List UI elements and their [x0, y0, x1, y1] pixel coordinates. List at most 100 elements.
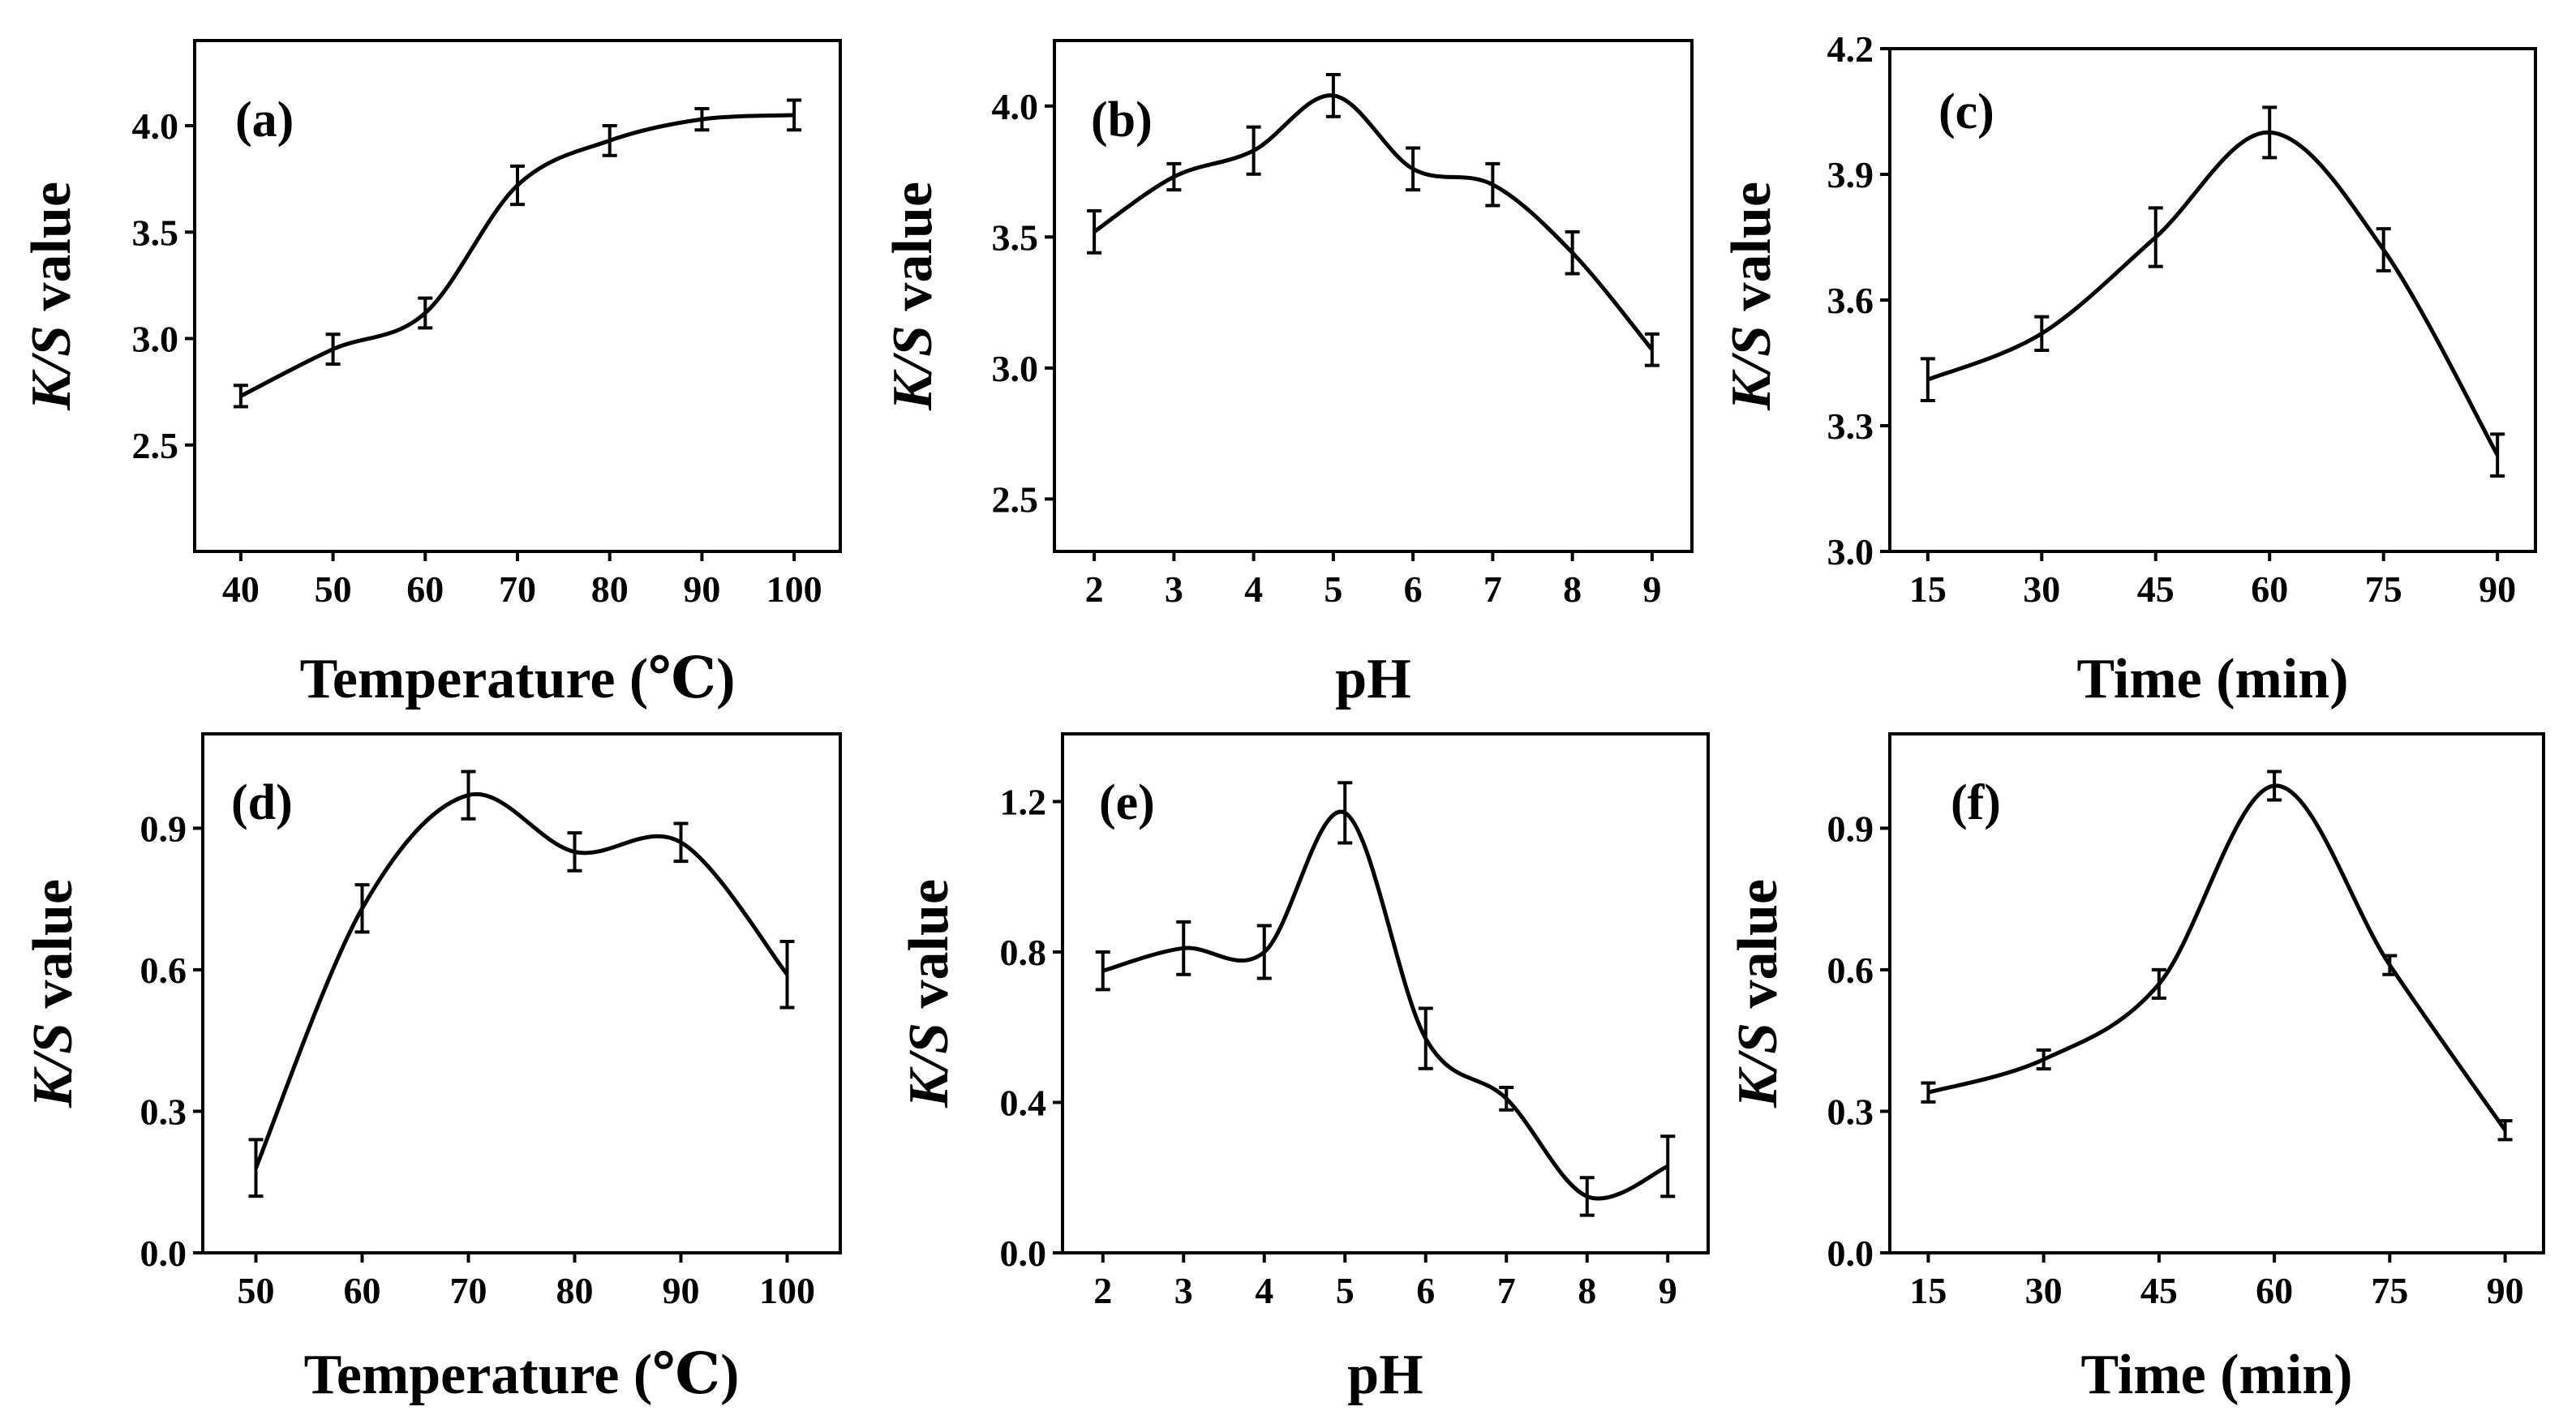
x-axis-label: Time (min) [2080, 1344, 2352, 1406]
y-axis-label: K/S value [1727, 879, 1789, 1109]
y-tick-label: 0.0 [1827, 1233, 1874, 1274]
x-tick-label: 100 [759, 1270, 815, 1311]
y-tick-label: 0.4 [1000, 1082, 1047, 1123]
plot-frame [1053, 39, 1694, 553]
x-tick-label: 45 [2140, 1270, 2178, 1311]
x-tick-label: 30 [2023, 568, 2060, 610]
y-tick-label: 0.0 [140, 1233, 187, 1274]
x-tick-label: 5 [1324, 568, 1342, 610]
x-tick-label: 70 [450, 1270, 487, 1311]
series-line [1093, 93, 1654, 351]
panel-e: 2 3 4 5 6 7 8 9 0.0 0.4 0.8 1.2 (e) pH K/S value [898, 732, 1710, 1406]
error-bar [2151, 967, 2166, 1000]
y-tick-label: 3.0 [1827, 531, 1874, 572]
x-tick-label: 90 [2487, 1270, 2524, 1311]
axis-ticks: 2 3 4 5 6 7 8 9 0.0 0.4 0.8 1.2 [1000, 781, 1677, 1311]
y-tick-label: 3.5 [132, 212, 179, 253]
y-axis-label-ks: K/S [20, 325, 83, 411]
panel-c: 15 30 45 60 75 90 3.0 3.3 3.6 3.9 4.2 (c) Time (mi… [1720, 28, 2537, 710]
error-bar [1565, 229, 1580, 276]
y-tick-label: 1.2 [1000, 781, 1047, 822]
x-tick-label: 2 [1085, 568, 1104, 610]
error-bar [1246, 125, 1261, 176]
error-bar [2490, 432, 2505, 478]
y-tick-label: 3.0 [132, 319, 179, 360]
panel-label: (e) [1099, 775, 1155, 830]
x-tick-label: 6 [1416, 1270, 1435, 1311]
x-tick-label: 100 [766, 568, 822, 610]
axis-ticks: 2 3 4 5 6 7 8 9 2.5 3.0 3.5 4.0 [992, 86, 1662, 610]
series-line [1927, 783, 2507, 1132]
x-tick-label: 4 [1244, 568, 1263, 610]
series-line [1926, 130, 2500, 457]
y-axis-label-value: value [22, 879, 84, 1023]
y-axis-label-ks: K/S [22, 1023, 84, 1109]
x-tick-label: 60 [2256, 1270, 2293, 1311]
y-axis-label: K/S value [1720, 182, 1783, 411]
y-tick-label: 0.3 [140, 1091, 187, 1132]
panel-d: 50 60 70 80 90 100 0.0 0.3 0.6 0.9 (d) Temperatur… [22, 732, 842, 1406]
data-marks [248, 770, 795, 1199]
panel-label: (c) [1938, 84, 1994, 139]
panel-f: 15 30 45 60 75 900.00.30.60.9 (f) Time (min) … [1727, 732, 2545, 1406]
data-marks [233, 98, 802, 409]
y-axis-label-value: value [898, 879, 960, 1023]
error-bar [1499, 1085, 1514, 1112]
plot-frame [1061, 732, 1710, 1254]
y-axis-label: K/S value [898, 879, 960, 1109]
series-line [254, 791, 789, 1169]
error-bar [1337, 781, 1353, 845]
error-bar [1406, 146, 1421, 192]
error-bar [1418, 1006, 1433, 1070]
error-bar [1325, 73, 1341, 118]
y-tick-label: 4.0 [132, 105, 179, 147]
error-bar [418, 296, 433, 330]
error-bar [694, 107, 710, 132]
error-bar [1644, 332, 1659, 367]
y-tick-label: 3.9 [1827, 154, 1874, 195]
x-tick-label: 60 [344, 1270, 381, 1311]
x-tick-label: 9 [1659, 1270, 1677, 1311]
data-marks [1920, 105, 2505, 478]
error-bar [1920, 357, 1935, 402]
axis-ticks: 15 30 45 60 75 90 3.0 3.3 3.6 3.9 4.2 [1827, 28, 2517, 610]
y-tick-label: 3.6 [1827, 280, 1874, 321]
error-bar [325, 332, 341, 366]
plot-frame [1888, 732, 2545, 1254]
y-tick-label: 0.3 [1827, 1091, 1874, 1132]
x-tick-label: 75 [2365, 568, 2402, 610]
data-marks [1087, 73, 1659, 367]
error-bar [354, 883, 370, 934]
x-tick-label: 40 [222, 568, 260, 610]
x-tick-label: 6 [1404, 568, 1423, 610]
error-bar [1087, 209, 1102, 255]
error-bar [1660, 1134, 1676, 1199]
error-bar [461, 770, 476, 821]
error-bar [233, 384, 248, 409]
x-tick-label: 3 [1165, 568, 1183, 610]
data-marks [1921, 770, 2513, 1142]
y-tick-label: 0.6 [140, 950, 187, 991]
x-tick-label: 15 [1909, 1270, 1947, 1311]
y-tick-label: 3.0 [992, 348, 1039, 389]
y-axis-label-ks: K/S [882, 325, 944, 411]
axis-ticks: 15 30 45 60 75 90 0.0 0.3 0.6 0.9 [1827, 808, 2524, 1311]
error-bar [602, 124, 617, 157]
y-tick-label: 0.9 [140, 808, 187, 849]
x-tick-label: 45 [2137, 568, 2175, 610]
error-bar [2036, 1048, 2051, 1071]
y-tick-label: 0.8 [1000, 932, 1047, 973]
error-bar [248, 1138, 264, 1199]
y-tick-label: 0.9 [1827, 808, 1874, 849]
y-tick-label: 3.5 [992, 217, 1039, 258]
panel-label: (b) [1091, 92, 1153, 148]
error-bar [1921, 1081, 1936, 1104]
y-tick-label: 2.5 [992, 478, 1039, 520]
x-tick-label: 90 [2479, 568, 2516, 610]
y-tick-label: 2.5 [132, 425, 179, 466]
x-tick-label: 60 [406, 568, 444, 610]
x-tick-label: 90 [683, 568, 720, 610]
error-bar [2267, 770, 2282, 802]
x-tick-label: 8 [1578, 1270, 1596, 1311]
